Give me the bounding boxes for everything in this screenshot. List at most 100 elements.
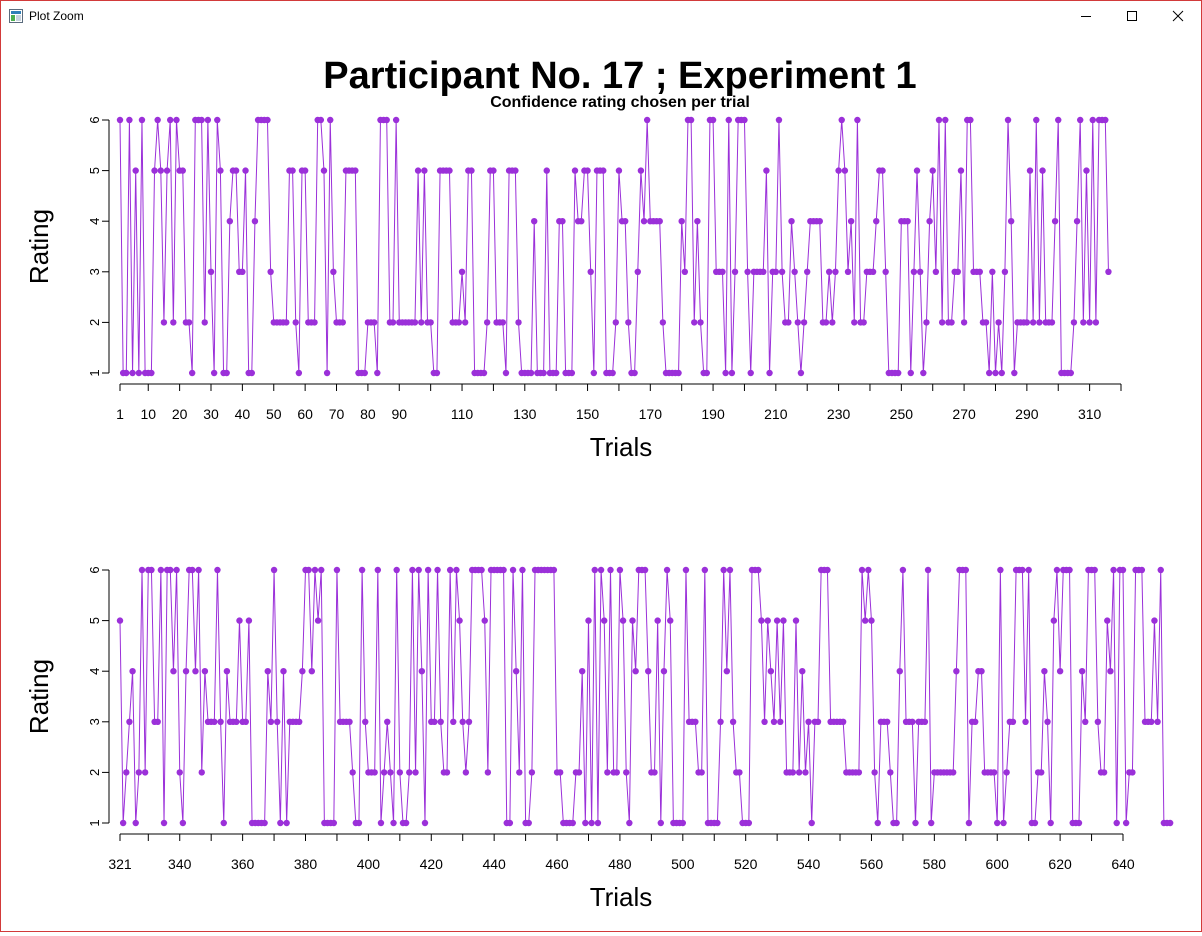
data-point <box>1157 566 1164 574</box>
data-point <box>383 116 390 124</box>
maximize-button[interactable] <box>1109 1 1155 31</box>
data-point <box>569 819 576 827</box>
data-point <box>865 566 872 574</box>
data-point <box>954 268 962 275</box>
data-point <box>924 566 932 574</box>
data-point <box>126 116 133 124</box>
data-point <box>663 566 671 574</box>
data-point <box>361 369 368 377</box>
data-point <box>201 668 209 675</box>
data-point <box>543 167 550 174</box>
data-point <box>953 668 960 675</box>
data-point <box>802 769 809 776</box>
data-point <box>214 566 221 574</box>
data-point <box>431 718 438 725</box>
minimize-button[interactable] <box>1063 1 1109 31</box>
data-point <box>829 319 836 326</box>
data-point <box>418 668 426 675</box>
x-tick-label: 170 <box>639 406 663 422</box>
data-point <box>296 718 303 725</box>
data-point <box>957 167 965 174</box>
title-bar[interactable]: Plot Zoom <box>1 1 1201 31</box>
data-point <box>920 369 927 377</box>
data-point <box>657 819 664 827</box>
data-point <box>138 566 146 574</box>
data-point <box>797 369 805 377</box>
x-tick-label: 250 <box>890 406 914 422</box>
data-point <box>990 769 998 776</box>
data-point <box>270 566 278 574</box>
app-icon <box>9 9 23 23</box>
x-tick-label: 190 <box>701 406 725 422</box>
data-point <box>789 769 797 776</box>
data-point <box>380 769 388 776</box>
data-point <box>904 218 911 225</box>
data-point <box>804 268 811 275</box>
data-point <box>1011 369 1018 377</box>
data-point <box>568 369 576 377</box>
data-point <box>1022 718 1029 725</box>
data-point <box>832 268 839 275</box>
data-point <box>682 566 690 574</box>
data-point <box>320 167 328 174</box>
data-point <box>755 566 762 574</box>
data-point <box>1056 668 1064 675</box>
data-point <box>775 116 783 124</box>
x-tick-label: 210 <box>764 406 788 422</box>
data-point <box>763 167 770 174</box>
data-point <box>619 617 627 624</box>
data-point <box>585 617 592 624</box>
data-point <box>390 819 397 827</box>
data-point <box>855 769 863 776</box>
data-point <box>935 116 943 124</box>
data-point <box>588 819 595 827</box>
data-point <box>210 369 218 377</box>
close-button[interactable] <box>1155 1 1201 31</box>
y-tick-label: 4 <box>87 668 102 675</box>
close-icon <box>1172 10 1184 22</box>
x-tick-label: 400 <box>357 856 381 872</box>
data-point <box>616 566 624 574</box>
x-tick-label: 60 <box>297 406 313 422</box>
x-tick-label: 270 <box>952 406 976 422</box>
data-point <box>167 116 174 124</box>
main-title: Participant No. 17 ; Experiment 1 <box>323 55 916 97</box>
data-point <box>352 167 359 174</box>
data-point <box>825 268 833 275</box>
data-point <box>976 268 983 275</box>
data-point <box>995 319 1002 326</box>
x-tick-label: 80 <box>360 406 376 422</box>
x-tick-label: 440 <box>482 856 506 872</box>
data-point <box>887 769 894 776</box>
data-point <box>1122 819 1130 827</box>
data-point <box>604 769 611 776</box>
data-point <box>305 566 312 574</box>
data-point <box>458 268 466 275</box>
data-point <box>808 819 815 827</box>
data-point <box>907 369 914 377</box>
data-point <box>455 319 463 326</box>
data-point <box>607 566 614 574</box>
data-point <box>500 566 507 574</box>
data-point <box>559 218 566 225</box>
data-point <box>1051 218 1059 225</box>
x-tick-label: 620 <box>1048 856 1072 872</box>
data-point <box>873 218 880 225</box>
data-point <box>709 116 717 124</box>
data-point <box>795 769 803 776</box>
data-point <box>138 116 146 124</box>
data-point <box>909 718 916 725</box>
data-point <box>465 718 473 725</box>
data-point <box>468 167 475 174</box>
data-point <box>126 718 133 725</box>
data-point <box>965 819 973 827</box>
data-point <box>1094 718 1102 725</box>
data-point <box>994 819 1001 827</box>
data-point <box>462 769 470 776</box>
data-point <box>1151 617 1158 624</box>
data-point <box>1070 319 1078 326</box>
data-point <box>703 369 710 377</box>
x-tick-label: 150 <box>576 406 600 422</box>
data-point <box>251 218 259 225</box>
data-point <box>868 617 875 624</box>
